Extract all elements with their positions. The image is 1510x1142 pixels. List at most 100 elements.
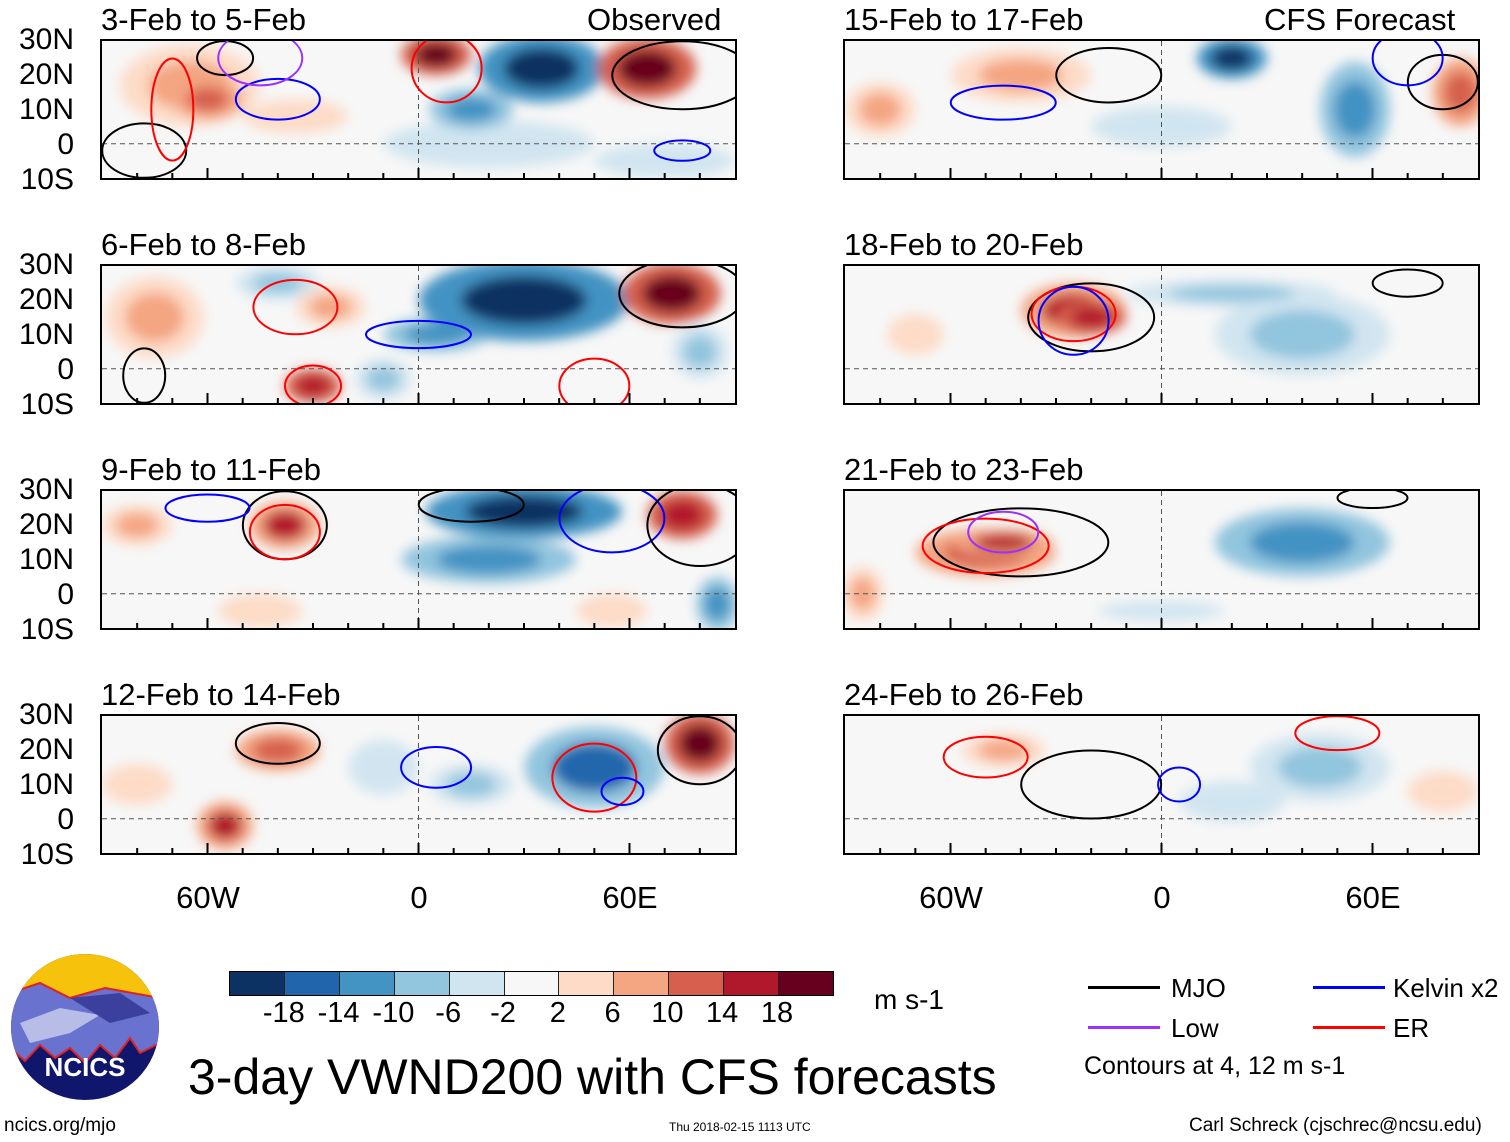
contour-mjo — [417, 491, 525, 523]
colorbar-label: -10 — [372, 997, 415, 1029]
contour-mjo — [102, 122, 188, 178]
ncics-logo: NCICS — [10, 953, 160, 1101]
colorbar-swatch — [230, 972, 285, 995]
wind-anomaly-shading — [446, 97, 497, 122]
colorbar-label: 10 — [651, 997, 684, 1029]
wind-anomaly-shading — [436, 545, 542, 574]
map-panel — [100, 714, 737, 855]
lat-label: 20N — [18, 508, 74, 541]
colorbar-swatch — [504, 972, 560, 995]
contour-kelvin — [653, 139, 712, 162]
wind-anomaly-shading — [366, 366, 401, 392]
wind-anomaly-shading — [849, 577, 876, 611]
contour-er — [942, 735, 1029, 779]
panel-title: 24-Feb to 26-Feb — [844, 677, 1084, 712]
contour-mjo — [1055, 47, 1163, 104]
wind-anomaly-shading — [252, 738, 304, 763]
wind-anomaly-shading — [622, 150, 707, 172]
logo-text: NCICS — [45, 1052, 126, 1082]
legend-er: ER — [1393, 1013, 1430, 1043]
colorbar-label: -18 — [262, 997, 305, 1029]
colorbar-label: 6 — [604, 997, 621, 1029]
contour-er — [150, 57, 195, 162]
wind-anomaly-shading — [263, 106, 327, 127]
map-panel — [843, 489, 1480, 630]
wind-anomaly-shading — [208, 811, 242, 840]
lat-label: 0 — [57, 578, 74, 611]
wind-anomaly-shading — [1443, 71, 1478, 113]
wind-anomaly-shading — [978, 58, 1063, 92]
contour-mjo — [196, 41, 255, 77]
colorbar-label: 2 — [549, 997, 566, 1029]
wind-anomaly-shading — [461, 275, 587, 325]
contour-er — [1294, 716, 1381, 752]
legend-line-low — [1088, 1026, 1160, 1029]
lat-label: 10S — [20, 838, 74, 871]
colorbar-label: -2 — [490, 997, 516, 1029]
panel-title: 18-Feb to 20-Feb — [844, 227, 1084, 262]
wind-anomaly-shading — [704, 587, 731, 621]
contour-kelvin — [949, 84, 1057, 121]
colorbar-swatch — [724, 972, 780, 995]
wind-anomaly-shading — [678, 725, 721, 762]
contour-er — [284, 364, 342, 403]
wind-anomaly-shading — [552, 742, 637, 792]
wind-anomaly-shading — [973, 534, 1033, 551]
panel-title: 9-Feb to 11-Feb — [101, 452, 321, 487]
map-panel — [843, 264, 1480, 405]
contour-mjo — [1371, 268, 1444, 298]
lon-label: 60E — [602, 880, 658, 915]
wind-anomaly-shading — [683, 335, 717, 368]
panel-title: 21-Feb to 23-Feb — [844, 452, 1084, 487]
panel-title: 12-Feb to 14-Feb — [101, 677, 341, 712]
legend-line-er — [1313, 1026, 1385, 1029]
contour-er — [248, 503, 321, 561]
contour-er — [551, 742, 638, 813]
lat-label: 30N — [18, 248, 74, 281]
lat-label: 10S — [20, 163, 74, 196]
figure-title: 3-day VWND200 with CFS forecasts — [188, 1049, 997, 1105]
panel-title: 6-Feb to 8-Feb — [101, 227, 307, 262]
lat-label: 30N — [18, 698, 74, 731]
lat-label: 20N — [18, 733, 74, 766]
wind-anomaly-shading — [661, 500, 704, 530]
lat-label: 0 — [57, 128, 74, 161]
lat-label: 20N — [18, 58, 74, 91]
colorbar — [229, 971, 834, 996]
wind-anomaly-shading — [1070, 307, 1113, 328]
footer-url[interactable]: ncics.org/mjo — [4, 1115, 116, 1136]
contour-er — [921, 517, 1050, 574]
lat-label: 30N — [18, 23, 74, 56]
wind-anomaly-shading — [1200, 789, 1264, 814]
contour-mjo — [932, 507, 1110, 578]
wind-anomaly-shading — [1421, 779, 1464, 804]
legend-mjo: MJO — [1171, 973, 1226, 1003]
contour-mjo — [618, 266, 735, 329]
colorbar-label: 18 — [760, 997, 794, 1029]
wind-anomaly-shading — [1277, 746, 1362, 788]
wind-anomaly-shading — [1210, 45, 1253, 71]
map-panel — [843, 39, 1480, 180]
colorbar-label: -14 — [317, 997, 360, 1029]
contour-low — [967, 510, 1040, 554]
contour-kelvin — [164, 493, 251, 523]
lat-label: 20N — [18, 283, 74, 316]
observed-label: Observed — [587, 2, 722, 37]
lon-label: 60W — [176, 880, 240, 915]
contour-mjo — [122, 347, 167, 403]
colorbar-swatch — [559, 972, 615, 995]
contour-mjo — [1336, 491, 1409, 510]
wind-anomaly-shading — [617, 50, 677, 87]
footer-credit: Carl Schreck (cjschrec@ncsu.edu) — [1189, 1115, 1482, 1136]
forecast-label: CFS Forecast — [1264, 2, 1456, 37]
lat-label: 0 — [57, 803, 74, 836]
wind-anomaly-shading — [362, 751, 405, 784]
lat-label: 10N — [18, 318, 74, 351]
wind-anomaly-shading — [642, 275, 702, 312]
wind-anomaly-shading — [978, 740, 1029, 761]
map-panel — [843, 714, 1480, 855]
colorbar-swatch — [779, 972, 833, 995]
lat-label: 10S — [20, 613, 74, 646]
contour-er — [410, 41, 483, 104]
lat-label: 10N — [18, 543, 74, 576]
